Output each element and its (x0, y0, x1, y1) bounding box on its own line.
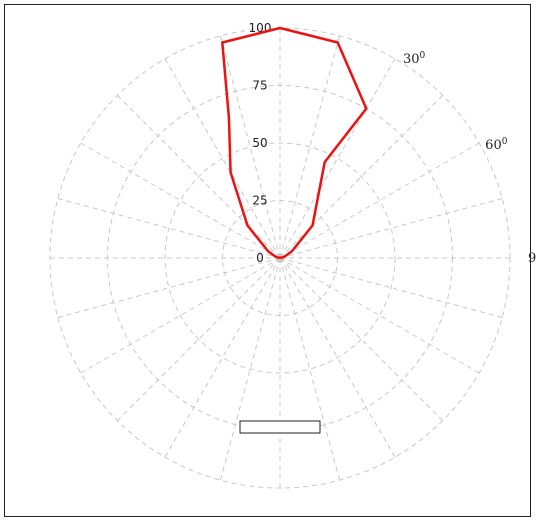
grid-spoke (219, 257, 281, 481)
radial-tick-label: 50 (252, 136, 267, 150)
grid-spoke (279, 58, 396, 259)
series-layer (221, 26, 368, 260)
angular-tick-label: 300 (403, 51, 426, 67)
radial-tick-label: 25 (252, 194, 267, 208)
grid-spoke (279, 197, 503, 259)
grid-spoke (57, 257, 281, 319)
series-line (221, 26, 368, 260)
radial-tick-label: 0 (256, 251, 264, 265)
grid-spoke (279, 257, 443, 421)
polar-grid (49, 27, 511, 489)
legend-box (239, 420, 321, 434)
grid-spoke (279, 257, 480, 374)
angular-tick-labels: 300 600 900 (403, 51, 537, 266)
angular-tick-label: 600 (485, 137, 508, 153)
grid-spoke (219, 35, 281, 259)
grid-spoke (279, 257, 341, 481)
angular-tick-label: 900 (528, 250, 537, 266)
grid-spoke (279, 257, 503, 319)
grid-spoke (279, 142, 480, 259)
grid-spoke (164, 58, 281, 259)
grid-circle (164, 142, 396, 374)
grid-spoke (279, 257, 396, 458)
grid-spoke (117, 257, 281, 421)
grid-spoke (279, 35, 341, 259)
grid-spoke (164, 257, 281, 458)
radial-tick-label: 75 (252, 79, 267, 93)
grid-spoke (57, 197, 281, 259)
grid-spoke (80, 257, 281, 374)
grid-spoke (80, 142, 281, 259)
